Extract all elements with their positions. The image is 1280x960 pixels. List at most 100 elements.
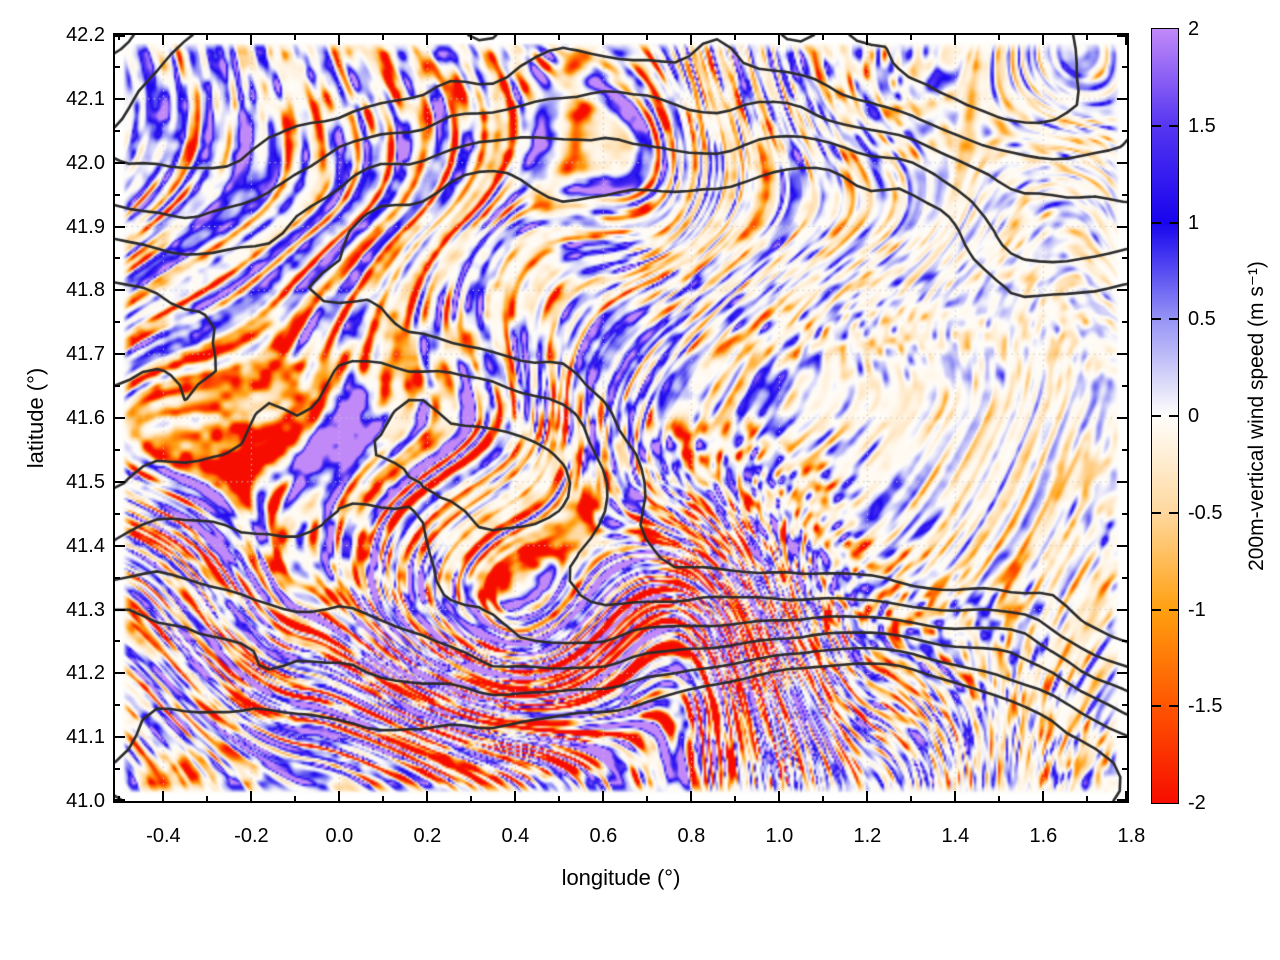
y-minor-tick <box>115 385 120 388</box>
x-tick-label: 1.4 <box>941 825 970 847</box>
y-minor-tick <box>115 512 120 515</box>
x-tick-label: 1.6 <box>1029 825 1058 847</box>
x-minor-tick <box>1086 796 1089 801</box>
x-major-tick <box>338 791 341 801</box>
colorbar-tick-label: 1.5 <box>1188 114 1216 137</box>
y-tick-label: 42.2 <box>66 24 105 46</box>
x-tick-label: 1.0 <box>765 825 794 847</box>
y-minor-tick <box>115 193 120 196</box>
colorbar-tick-label: 0.5 <box>1188 308 1216 331</box>
colorbar-tick-label: 0 <box>1188 405 1200 427</box>
y-minor-tick <box>1122 129 1127 132</box>
x-major-tick <box>1042 791 1045 801</box>
y-minor-tick <box>1122 321 1127 324</box>
y-minor-tick <box>115 257 120 260</box>
y-tick-label: 41.9 <box>66 215 105 238</box>
x-tick-label: 0.8 <box>677 825 706 847</box>
y-tick-label: 42.0 <box>66 151 105 174</box>
colorbar-tick <box>1152 318 1161 321</box>
x-minor-tick <box>470 35 473 40</box>
y-major-tick <box>115 417 125 419</box>
colorbar-tick <box>1169 608 1178 611</box>
plot-area <box>113 33 1129 803</box>
x-tick-label: 0.2 <box>413 825 442 847</box>
x-minor-tick <box>910 35 913 40</box>
y-major-tick <box>115 736 125 739</box>
y-tick-label: 41.7 <box>66 343 105 366</box>
x-minor-tick <box>382 35 385 40</box>
y-major-tick <box>115 608 125 611</box>
colorbar-tick <box>1169 415 1178 417</box>
colorbar-tick-label: -0.5 <box>1188 501 1223 524</box>
x-minor-tick <box>558 796 561 801</box>
y-minor-tick <box>115 129 120 132</box>
colorbar-tick <box>1169 705 1178 708</box>
x-major-tick <box>954 791 957 801</box>
y-tick-label: 41.6 <box>66 407 105 429</box>
y-minor-tick <box>1122 448 1127 451</box>
x-minor-tick <box>206 35 209 40</box>
x-minor-tick <box>646 796 649 801</box>
y-minor-tick <box>1122 704 1127 707</box>
y-major-tick <box>1117 672 1127 675</box>
x-minor-tick <box>558 35 561 40</box>
x-tick-label: 0.4 <box>501 825 530 847</box>
y-tick-label: 41.0 <box>66 790 105 812</box>
y-major-tick <box>115 161 125 164</box>
y-minor-tick <box>1122 65 1127 68</box>
y-minor-tick <box>1122 512 1127 515</box>
y-tick-label: 41.4 <box>66 534 105 557</box>
y-minor-tick <box>115 448 120 451</box>
y-major-tick <box>115 289 125 292</box>
y-tick-label: 41.8 <box>66 279 105 302</box>
y-major-tick <box>1117 97 1127 100</box>
y-major-tick <box>1117 353 1127 356</box>
y-minor-tick <box>115 65 120 68</box>
x-major-tick <box>1042 35 1045 45</box>
y-major-tick <box>1117 35 1127 37</box>
x-minor-tick <box>998 35 1001 40</box>
y-minor-tick <box>115 640 120 643</box>
x-minor-tick <box>206 796 209 801</box>
x-major-tick <box>866 791 869 801</box>
x-tick-label: -0.4 <box>146 825 181 847</box>
x-major-tick <box>162 791 165 801</box>
y-major-tick <box>115 544 125 547</box>
colorbar-tick <box>1169 318 1178 321</box>
y-minor-tick <box>1122 257 1127 260</box>
y-major-tick <box>115 353 125 356</box>
colorbar-tick-label: 2 <box>1188 18 1200 40</box>
colorbar-tick <box>1152 705 1161 708</box>
y-major-tick <box>1117 417 1127 419</box>
x-major-tick <box>426 791 429 801</box>
x-minor-tick <box>294 35 297 40</box>
y-major-tick <box>115 225 125 228</box>
y-minor-tick <box>115 768 120 771</box>
x-minor-tick <box>118 796 121 801</box>
y-minor-tick <box>115 576 120 579</box>
x-minor-tick <box>998 796 1001 801</box>
y-minor-tick <box>1122 385 1127 388</box>
y-minor-tick <box>1122 640 1127 643</box>
y-major-tick <box>1117 544 1127 547</box>
y-tick-label: 42.1 <box>66 87 105 110</box>
y-tick-label: 41.2 <box>66 662 105 685</box>
colorbar <box>1151 28 1179 804</box>
colorbar-tick-label: -2 <box>1188 792 1206 814</box>
x-minor-tick <box>910 796 913 801</box>
y-tick-label: 41.5 <box>66 470 105 493</box>
colorbar-tick-label: 1 <box>1188 211 1200 234</box>
x-major-tick <box>162 35 165 45</box>
colorbar-tick <box>1169 511 1178 514</box>
x-minor-tick <box>294 796 297 801</box>
x-major-tick <box>1125 791 1127 801</box>
x-tick-label: 1.8 <box>1117 825 1146 847</box>
x-minor-tick <box>382 796 385 801</box>
x-major-tick <box>250 791 253 801</box>
x-minor-tick <box>822 35 825 40</box>
y-major-tick <box>1117 225 1127 228</box>
y-tick-label: 41.3 <box>66 598 105 621</box>
colorbar-tick <box>1152 511 1161 514</box>
y-major-tick <box>1117 608 1127 611</box>
y-major-tick <box>115 97 125 100</box>
